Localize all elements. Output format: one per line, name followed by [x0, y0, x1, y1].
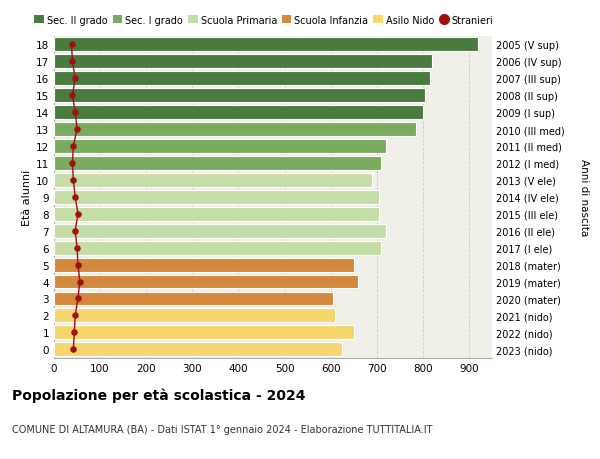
Point: [68, 346, 78, 353]
Bar: [54, 326, 353, 340]
Point: [67, 41, 76, 49]
Point: [68, 160, 77, 167]
Point: [70, 228, 80, 235]
Y-axis label: Anni di nascita: Anni di nascita: [579, 159, 589, 236]
Point: [70, 312, 80, 319]
Bar: [54, 342, 342, 357]
Point: [72, 245, 82, 252]
Bar: [54, 123, 416, 137]
Point: [68, 92, 77, 100]
Bar: [54, 106, 423, 120]
Point: [68, 177, 78, 184]
Bar: [54, 190, 379, 204]
Point: [68, 143, 78, 150]
Bar: [54, 140, 386, 154]
Legend: Sec. II grado, Sec. I grado, Scuola Primaria, Scuola Infanzia, Asilo Nido, Stran: Sec. II grado, Sec. I grado, Scuola Prim…: [31, 12, 497, 29]
Point: [70, 75, 80, 83]
Bar: [54, 258, 353, 272]
Bar: [54, 275, 358, 289]
Point: [70, 329, 79, 336]
Bar: [54, 72, 430, 86]
Point: [68, 58, 77, 66]
Bar: [54, 174, 372, 187]
Bar: [54, 89, 425, 103]
Bar: [54, 292, 333, 306]
Point: [73, 295, 83, 302]
Point: [70, 109, 80, 117]
Bar: [54, 157, 382, 170]
Bar: [54, 309, 335, 323]
Bar: [54, 38, 478, 52]
Point: [72, 126, 82, 134]
Point: [70, 194, 80, 201]
Point: [75, 278, 85, 285]
Y-axis label: Età alunni: Età alunni: [22, 169, 32, 225]
Bar: [54, 241, 382, 255]
Text: COMUNE DI ALTAMURA (BA) - Dati ISTAT 1° gennaio 2024 - Elaborazione TUTTITALIA.I: COMUNE DI ALTAMURA (BA) - Dati ISTAT 1° …: [12, 425, 433, 435]
Point: [73, 261, 83, 269]
Text: Popolazione per età scolastica - 2024: Popolazione per età scolastica - 2024: [12, 388, 305, 403]
Bar: [54, 55, 432, 69]
Bar: [54, 207, 379, 221]
Bar: [54, 224, 386, 238]
Point: [73, 211, 83, 218]
